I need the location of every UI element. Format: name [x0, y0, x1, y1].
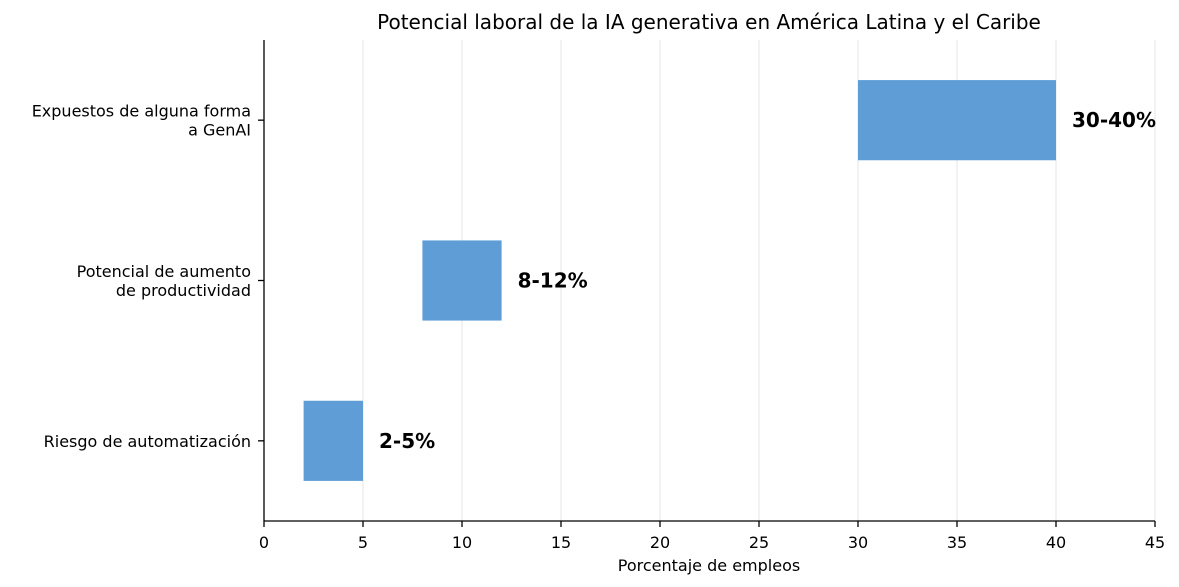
category-label: Expuestos de alguna forma a GenAI: [32, 102, 251, 140]
bar: [858, 80, 1056, 161]
x-tick-label: 0: [259, 533, 269, 552]
x-tick-label: 30: [848, 533, 868, 552]
x-tick-label: 40: [1046, 533, 1066, 552]
category-label-line: a GenAI: [188, 121, 251, 140]
bars: [303, 80, 1056, 481]
labels: 0 5 10 15 20 25 30 35 40 45 Expuestos de alguna fo…: [32, 102, 1165, 552]
category-label-line: de productividad: [116, 281, 251, 300]
x-axis-label: Porcentaje de empleos: [618, 556, 800, 575]
x-tick-label: 35: [947, 533, 967, 552]
x-tick-label: 15: [551, 533, 571, 552]
bar: [303, 400, 363, 481]
x-tick-label: 5: [358, 533, 368, 552]
x-tick-label: 25: [749, 533, 769, 552]
category-label-line: Riesgo de automatización: [44, 432, 251, 451]
chart-title: Potencial laboral de la IA generativa en…: [377, 10, 1041, 34]
axes: [258, 40, 1156, 527]
category-label: Potencial de aumento de productividad: [77, 262, 251, 300]
data-label: 30-40%: [1072, 108, 1156, 132]
category-label-line: Potencial de aumento: [77, 262, 251, 281]
category-label: Riesgo de automatización: [44, 432, 251, 451]
bar: [422, 240, 502, 321]
x-tick-label: 20: [650, 533, 670, 552]
data-label: 2-5%: [379, 429, 435, 453]
x-tick-label: 45: [1145, 533, 1165, 552]
data-label: 8-12%: [518, 269, 588, 293]
x-tick-label: 10: [452, 533, 472, 552]
category-label-line: Expuestos de alguna forma: [32, 102, 251, 121]
